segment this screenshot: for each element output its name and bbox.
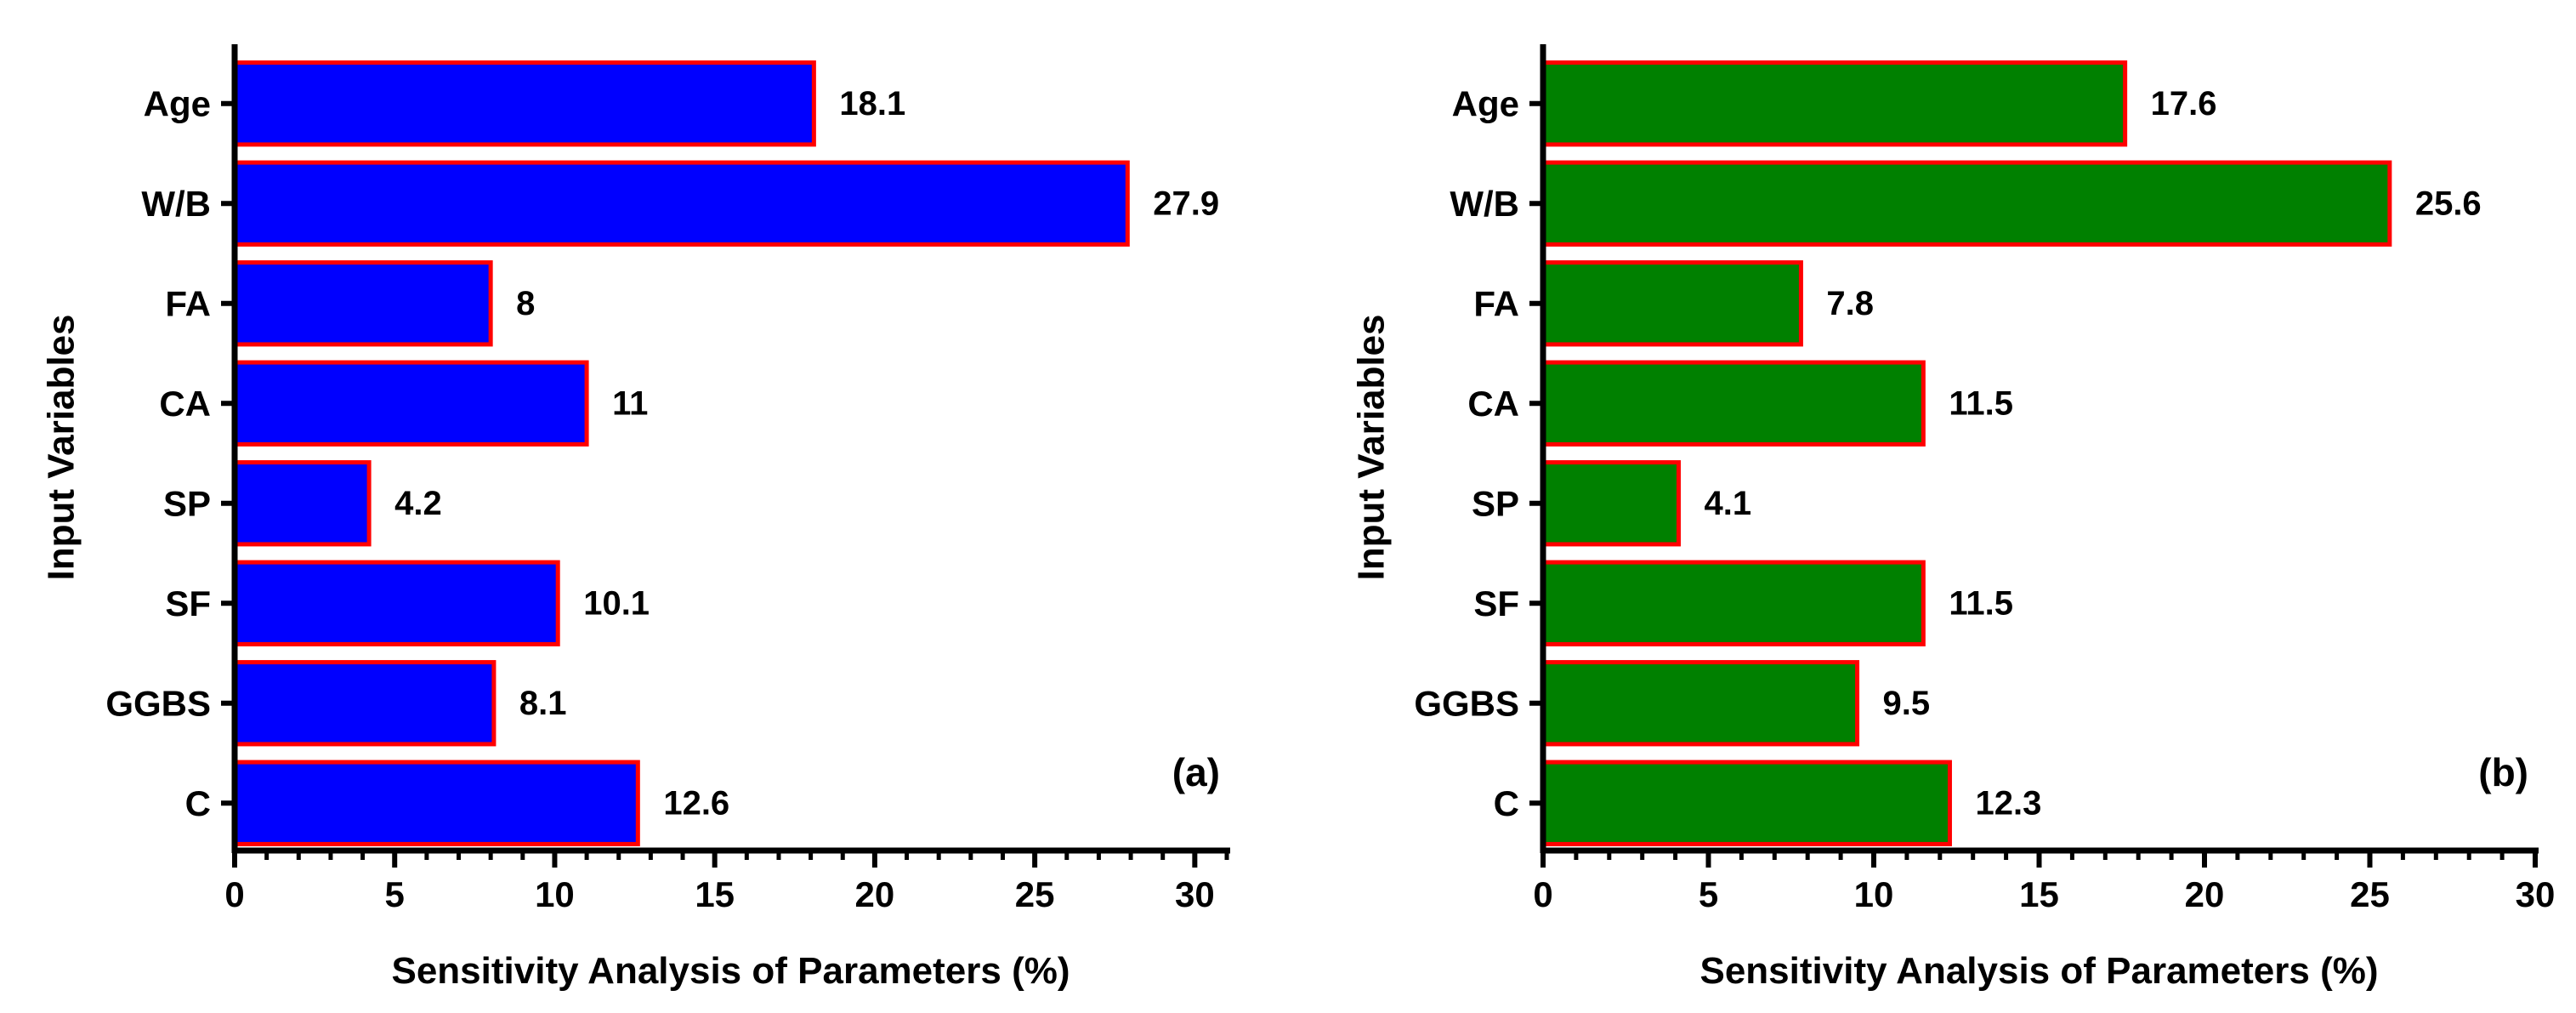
panel-b-y-tick-label: C (1494, 783, 1519, 823)
panel-a-value-label: 18.1 (839, 85, 905, 122)
panel-b-bar (1540, 160, 2392, 247)
panel-a-value-label: 27.9 (1153, 185, 1219, 222)
panel-a-bar (232, 260, 493, 347)
panel-b-x-tick-label: 25 (2350, 874, 2390, 914)
panel-b-x-tick-label: 15 (2019, 874, 2059, 914)
panel-b-y-tick-label: GGBS (1414, 683, 1519, 723)
panel-a-value-label: 8 (516, 285, 535, 322)
panel-a-value-label: 10.1 (583, 584, 650, 622)
panel-b-panel-label: (b) (2478, 750, 2528, 794)
panel-a-x-tick-label: 10 (535, 874, 575, 914)
panel-b-x-tick-label: 10 (1854, 874, 1894, 914)
panel-b-x-tick-label: 5 (1699, 874, 1718, 914)
panel-b-y-tick-label: W/B (1450, 184, 1519, 224)
panel-a-panel-label: (a) (1172, 750, 1220, 794)
panel-a-y-tick-label: C (185, 783, 211, 823)
panel-a-x-tick-label: 30 (1175, 874, 1215, 914)
panel-b-value-label: 4.1 (1704, 485, 1751, 522)
panel-b-value-label: 9.5 (1883, 685, 1931, 722)
panel-b-value-label: 17.6 (2151, 85, 2217, 122)
panel-b-x-tick-label: 0 (1533, 874, 1552, 914)
panel-b-x-tick-label: 30 (2516, 874, 2556, 914)
panel-a-bar (232, 660, 496, 747)
panel-a-x-tick-label: 20 (855, 874, 895, 914)
panel-a-y-tick-label: SP (163, 483, 211, 523)
panel-b-bar (1540, 560, 1926, 646)
panel-a-value-label: 4.2 (394, 485, 442, 522)
panel-a-x-axis-title: Sensitivity Analysis of Parameters (%) (391, 950, 1070, 992)
panel-a-bar (232, 460, 372, 547)
panel-b-bar (1540, 660, 1860, 747)
panel-a-x-tick-label: 15 (695, 874, 735, 914)
panel-b-bar (1540, 460, 1681, 547)
panel-b-y-tick-label: SF (1473, 583, 1519, 623)
panel-a-y-tick-label: CA (159, 384, 211, 424)
panel-a-value-label: 8.1 (519, 685, 567, 722)
panel-b-value-label: 11.5 (1949, 384, 2013, 422)
panel-b-y-tick-label: Age (1452, 83, 1519, 123)
panel-a-y-tick-label: SF (165, 583, 211, 623)
panel-b-x-axis-title: Sensitivity Analysis of Parameters (%) (1699, 950, 2378, 992)
panel-b-y-axis-title: Input Variables (1351, 315, 1393, 581)
panel-b-value-label: 7.8 (1826, 285, 1874, 322)
panel-a-bar (232, 560, 560, 646)
panel-b-bar (1540, 60, 2128, 147)
panel-a-bar (232, 760, 640, 846)
panel-a-bar (232, 60, 816, 147)
panel-a-x-tick-label: 5 (385, 874, 405, 914)
panel-b-chart: 17.6 Age 25.6 W/B 7.8 FA 11.5 CA 4.1 SP 11.5 SF 9.5 G… (1351, 44, 2556, 992)
panel-a-y-tick-label: FA (165, 283, 211, 323)
panel-a-y-tick-label: Age (144, 83, 211, 123)
panel-b-y-tick-label: FA (1473, 283, 1519, 323)
panel-a-y-tick-label: GGBS (105, 683, 211, 723)
panel-b-y-tick-label: SP (1472, 483, 1519, 523)
panel-a-bar (232, 360, 589, 447)
panel-b-value-label: 11.5 (1949, 584, 2013, 622)
panel-b-value-label: 25.6 (2415, 185, 2482, 222)
panel-a-x-tick-label: 25 (1015, 874, 1055, 914)
panel-b-bar (1540, 260, 1803, 347)
panel-a-value-label: 12.6 (663, 784, 729, 822)
panel-b-bar (1540, 360, 1926, 447)
panel-a-y-tick-label: W/B (141, 184, 211, 224)
panel-b-x-tick-label: 20 (2185, 874, 2225, 914)
panel-a-y-axis-title: Input Variables (41, 315, 82, 581)
panel-a-chart: 18.1 Age 27.9 W/B 8 FA 11 CA 4.2 SP 10.1 SF 8.1 GGBS 1… (41, 44, 1230, 992)
panel-b-bar (1540, 760, 1952, 846)
panel-b-value-label: 12.3 (1975, 784, 2041, 822)
panel-a-x-tick-label: 0 (224, 874, 244, 914)
panel-a-value-label: 11 (612, 384, 648, 422)
panel-b-y-tick-label: CA (1467, 384, 1519, 424)
panel-a-bar (232, 160, 1130, 247)
